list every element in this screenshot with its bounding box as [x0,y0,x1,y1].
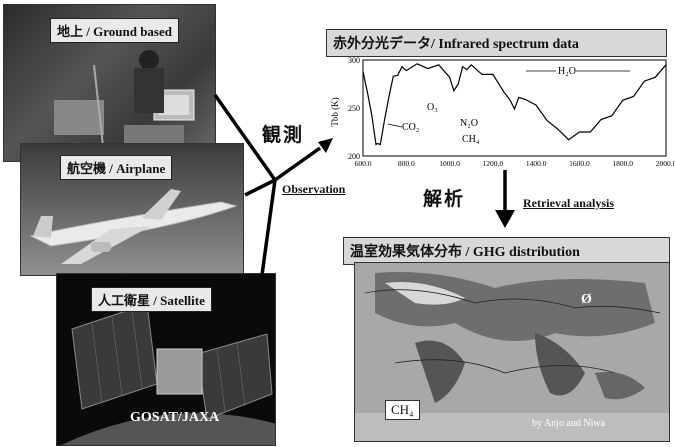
spectrum-ytick: 250 [348,104,360,113]
retrieval-en: Retrieval analysis [523,196,614,210]
satellite-label: 人工衛星 / Satellite [91,287,212,312]
satellite-credit: GOSAT/JAXA [130,410,220,425]
spectrum-xtick: 1600.0 [569,159,590,168]
spectrum-xtick: 1400.0 [526,159,547,168]
satellite-scene [61,303,275,445]
spectrum-xtick: 600.0 [355,159,372,168]
ghg-species: CH₄ [391,402,414,417]
map-annotation-symbol: Ø [581,292,592,307]
spectrum-title: 赤外分光データ/ Infrared spectrum data [326,29,667,57]
airplane-label: 航空機 / Airplane [60,155,173,180]
spectrum-xtick: 1800.0 [612,159,633,168]
co2-label: CO₂ [402,122,419,133]
retrieval-jp: 解析 [423,189,466,210]
spectrum-xtick: 800.0 [398,159,415,168]
spectrum-xtick: 2000.0 [656,159,675,168]
spectrum-ytick: 300 [348,56,360,65]
ghg-title: 温室効果気体分布 / GHG distribution [343,237,670,265]
ground-label: 地上 / Ground based [50,18,179,43]
observation-en: Observation [282,182,346,196]
ch4-label: CH₄ [462,134,480,145]
spectrum-xtick: 1200.0 [483,159,504,168]
ghg-species-box: CH₄ [385,400,420,420]
spectrum-ylabel: Tbb (K) [330,97,340,126]
spectrum-xtick: 1000.0 [439,159,460,168]
ghg-credit: by Anjo and Niwa [532,418,606,429]
observation-arrowhead [318,138,333,153]
spectrum-series-line [362,63,667,146]
h2o-label: H₂O [558,66,576,77]
o3-label: O₃ [427,102,438,113]
retrieval-arrowhead [495,210,515,228]
observation-jp: 観測 [262,125,305,146]
airplane-scene [29,189,238,264]
spectrum-chart: 300 250 200 600.0 800.0 1000.0 1200.0 1400.0 16… [330,56,675,168]
n2o-label: N₂O [460,118,478,129]
spectrum-ytick: 200 [348,152,360,161]
airplane-photo [20,143,244,276]
